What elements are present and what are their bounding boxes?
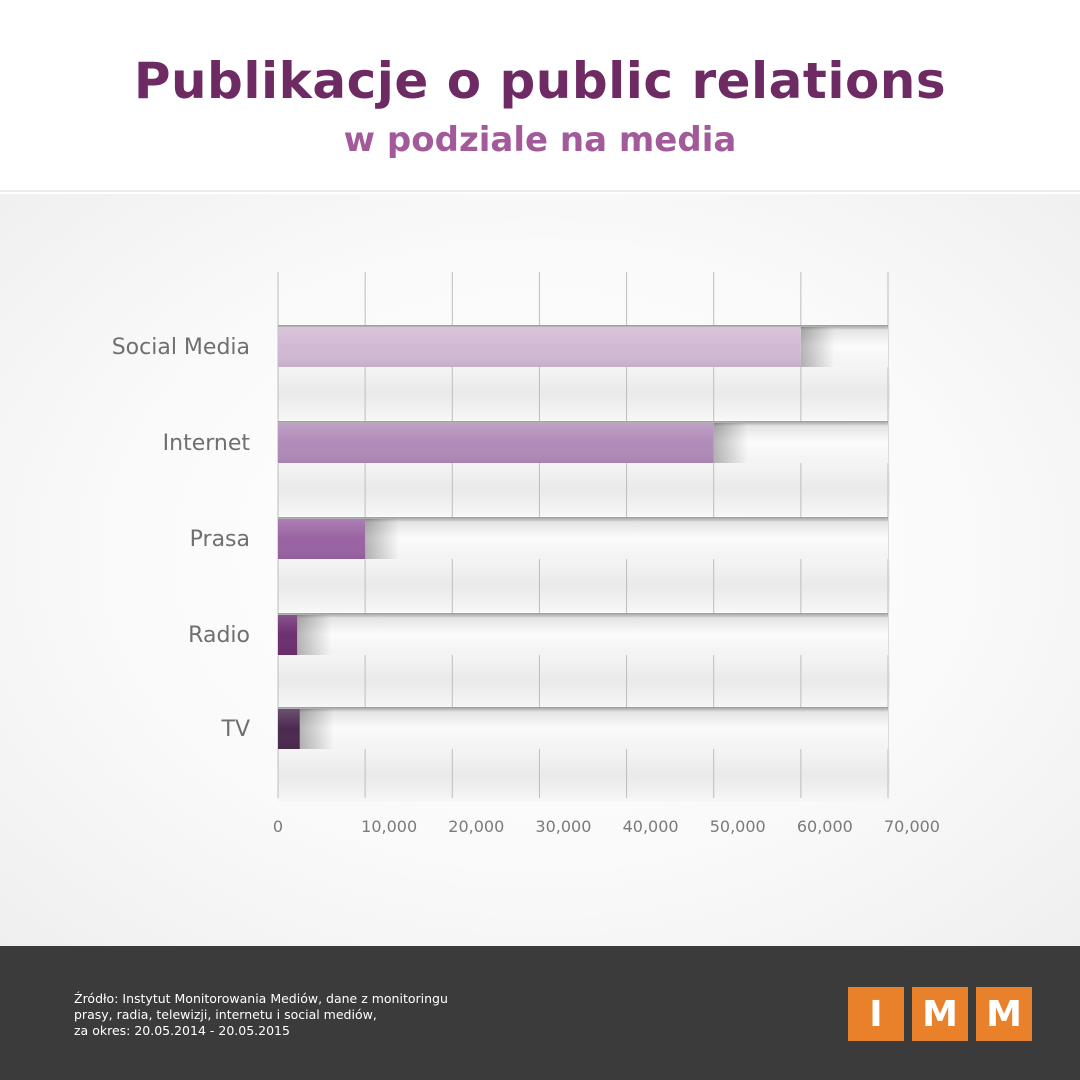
row-band (278, 559, 890, 612)
source-note: Źródło: Instytut Monitorowania Mediów, d… (74, 991, 494, 1039)
bar-gloss (278, 327, 801, 367)
x-tick-label: 0 (273, 817, 283, 836)
footer: Źródło: Instytut Monitorowania Mediów, d… (0, 946, 1080, 1080)
source-line: za okres: 20.05.2014 - 20.05.2015 (74, 1023, 290, 1038)
row-band (278, 655, 890, 708)
bar-gloss (278, 615, 298, 655)
category-label: Social Media (112, 335, 250, 360)
x-tick-label: 30,000 (535, 817, 591, 836)
category-labels: Social Media Internet Prasa Radio TV (112, 335, 251, 742)
x-tick-label: 50,000 (710, 817, 766, 836)
category-label: Radio (188, 623, 250, 648)
bar-gloss (278, 423, 714, 463)
x-tick-label: 40,000 (623, 817, 679, 836)
row-band (278, 463, 890, 516)
x-tick-label: 70,000 (884, 817, 940, 836)
x-tick-label: 20,000 (448, 817, 504, 836)
chart-title: Publikacje o public relations (133, 52, 947, 110)
x-tick-label: 10,000 (361, 817, 417, 836)
logo-letter: M (976, 987, 1032, 1041)
bar-track (278, 707, 888, 749)
bar-shadow (365, 519, 400, 559)
header: Publikacje o public relations w podziale… (0, 0, 1080, 192)
category-label: Prasa (190, 527, 250, 552)
source-line: prasy, radia, telewizji, internetu i soc… (74, 1007, 377, 1022)
bar-shadow (297, 615, 332, 655)
logo-letter: M (912, 987, 968, 1041)
bar-gloss (278, 519, 366, 559)
row-band (278, 749, 890, 802)
x-tick-label: 60,000 (797, 817, 853, 836)
category-label: TV (221, 717, 251, 742)
category-label: Internet (163, 431, 251, 456)
bars (278, 327, 835, 749)
chart-subtitle: w podziale na media (343, 120, 737, 160)
bar-shadow (299, 709, 334, 749)
x-tick-labels: 0 10,000 20,000 30,000 40,000 50,000 60,000 70,… (273, 817, 940, 836)
bar-shadow (713, 423, 748, 463)
logo-letter: I (848, 987, 904, 1041)
bar-track (278, 613, 888, 655)
bar-shadow (800, 327, 835, 367)
row-bands (278, 367, 890, 802)
bar-gloss (278, 709, 300, 749)
imm-logo: I M M (848, 987, 1032, 1041)
source-line: Źródło: Instytut Monitorowania Mediów, d… (74, 991, 448, 1006)
row-band (278, 367, 890, 420)
